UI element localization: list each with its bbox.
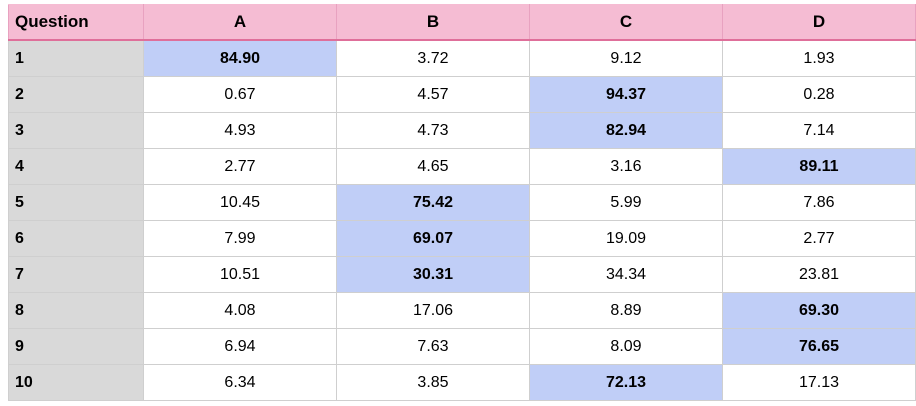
value-cell-a: 7.99 [143, 220, 337, 257]
value-cell-d: 7.14 [722, 112, 916, 149]
value-cell-a: 10.51 [143, 256, 337, 293]
table-row: 8 4.08 17.06 8.89 69.30 [8, 292, 916, 329]
column-header-a: A [143, 4, 337, 41]
highlighted-value-cell-c: 82.94 [529, 112, 723, 149]
value-cell-a: 6.94 [143, 328, 337, 365]
table-row: 6 7.99 69.07 19.09 2.77 [8, 220, 916, 257]
value-cell-b: 3.85 [336, 364, 530, 401]
table-row: 9 6.94 7.63 8.09 76.65 [8, 328, 916, 365]
table-row: 1 84.90 3.72 9.12 1.93 [8, 39, 916, 77]
value-cell-c: 5.99 [529, 184, 723, 221]
question-number-cell: 1 [8, 39, 144, 77]
column-header-b: B [336, 4, 530, 41]
question-number-cell: 5 [8, 184, 144, 221]
value-cell-d: 1.93 [722, 39, 916, 77]
value-cell-d: 7.86 [722, 184, 916, 221]
value-cell-c: 9.12 [529, 39, 723, 77]
highlighted-value-cell-d: 76.65 [722, 328, 916, 365]
column-header-d: D [722, 4, 916, 41]
value-cell-a: 4.08 [143, 292, 337, 329]
value-cell-d: 17.13 [722, 364, 916, 401]
table-row: 5 10.45 75.42 5.99 7.86 [8, 184, 916, 221]
value-cell-b: 7.63 [336, 328, 530, 365]
value-cell-a: 6.34 [143, 364, 337, 401]
table-row: 2 0.67 4.57 94.37 0.28 [8, 76, 916, 113]
highlighted-value-cell-a: 84.90 [143, 39, 337, 77]
question-number-cell: 10 [8, 364, 144, 401]
value-cell-b: 4.73 [336, 112, 530, 149]
highlighted-value-cell-b: 75.42 [336, 184, 530, 221]
table-row: 7 10.51 30.31 34.34 23.81 [8, 256, 916, 293]
table-row: 3 4.93 4.73 82.94 7.14 [8, 112, 916, 149]
value-cell-d: 0.28 [722, 76, 916, 113]
value-cell-c: 8.09 [529, 328, 723, 365]
value-cell-a: 0.67 [143, 76, 337, 113]
value-cell-c: 34.34 [529, 256, 723, 293]
column-header-c: C [529, 4, 723, 41]
value-cell-c: 19.09 [529, 220, 723, 257]
column-header-question: Question [8, 4, 144, 41]
results-table: Question A B C D 1 84.90 3.72 9.12 1.93 2 0.67… [8, 4, 916, 401]
highlighted-value-cell-b: 30.31 [336, 256, 530, 293]
value-cell-a: 2.77 [143, 148, 337, 185]
value-cell-b: 3.72 [336, 39, 530, 77]
value-cell-d: 2.77 [722, 220, 916, 257]
value-cell-b: 4.57 [336, 76, 530, 113]
value-cell-b: 17.06 [336, 292, 530, 329]
question-number-cell: 7 [8, 256, 144, 293]
header-row: Question A B C D [8, 4, 916, 41]
question-number-cell: 8 [8, 292, 144, 329]
value-cell-a: 4.93 [143, 112, 337, 149]
question-number-cell: 9 [8, 328, 144, 365]
highlighted-value-cell-d: 69.30 [722, 292, 916, 329]
value-cell-a: 10.45 [143, 184, 337, 221]
highlighted-value-cell-c: 94.37 [529, 76, 723, 113]
highlighted-value-cell-b: 69.07 [336, 220, 530, 257]
question-number-cell: 6 [8, 220, 144, 257]
table-body: 1 84.90 3.72 9.12 1.93 2 0.67 4.57 94.37 0.28 3 4.9… [8, 39, 916, 401]
table-row: 4 2.77 4.65 3.16 89.11 [8, 148, 916, 185]
table-row: 10 6.34 3.85 72.13 17.13 [8, 364, 916, 401]
highlighted-value-cell-c: 72.13 [529, 364, 723, 401]
question-number-cell: 4 [8, 148, 144, 185]
value-cell-c: 8.89 [529, 292, 723, 329]
value-cell-c: 3.16 [529, 148, 723, 185]
value-cell-b: 4.65 [336, 148, 530, 185]
highlighted-value-cell-d: 89.11 [722, 148, 916, 185]
value-cell-d: 23.81 [722, 256, 916, 293]
question-number-cell: 2 [8, 76, 144, 113]
question-number-cell: 3 [8, 112, 144, 149]
